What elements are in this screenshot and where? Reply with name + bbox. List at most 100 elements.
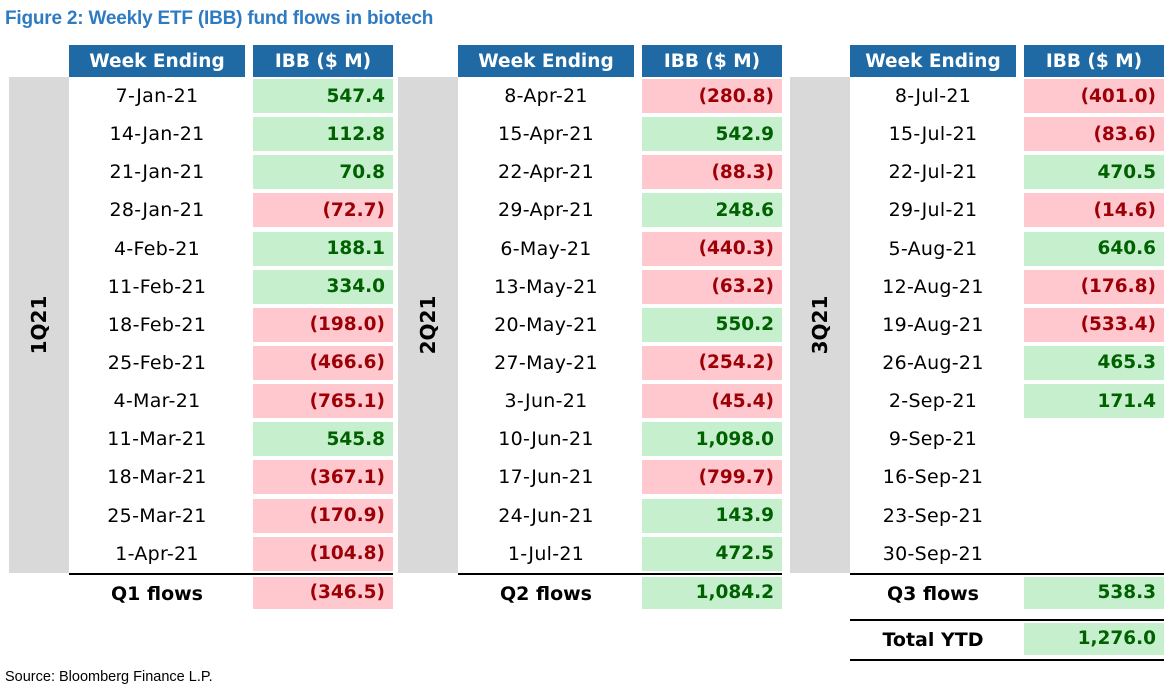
header-ibb: IBB ($ M) [253, 45, 393, 77]
week-ending-cell: 18-Feb-21 [107, 313, 207, 336]
summary-top-border [850, 618, 1164, 621]
ibb-flow-cell: 465.3 [1024, 345, 1164, 380]
ibb-flow-cell: 70.8 [253, 155, 393, 190]
quarter-label-column: 3Q21 [790, 77, 850, 573]
week-ending-cell: 28-Jan-21 [109, 199, 205, 222]
summary-value: (346.5) [253, 576, 393, 609]
total-bottom-border [850, 658, 1164, 661]
week-ending-cell: 17-Jun-21 [498, 466, 594, 489]
week-ending-cell: 12-Aug-21 [882, 275, 984, 298]
quarter-label: 3Q21 [808, 295, 832, 355]
ibb-flow-cell: (401.0) [1024, 79, 1164, 113]
week-ending-cell: 14-Jan-21 [109, 123, 205, 146]
week-ending-cell: 4-Mar-21 [113, 390, 201, 413]
ibb-flow-cell: (799.7) [642, 460, 782, 495]
summary-top-border [69, 572, 393, 575]
week-ending-cell: 25-Feb-21 [107, 352, 207, 375]
ibb-flow-cell: 470.5 [1024, 155, 1164, 190]
week-ending-cell: 3-Jun-21 [504, 390, 588, 413]
week-ending-cell: 18-Mar-21 [107, 466, 207, 489]
ibb-flow-cell: 542.9 [642, 117, 782, 152]
ibb-flow-cell: (104.8) [253, 536, 393, 571]
ibb-flow-cell: (440.3) [642, 231, 782, 266]
summary-label: Total YTD [882, 628, 984, 651]
ibb-flow-cell: (466.6) [253, 345, 393, 380]
summary-top-border [458, 572, 782, 575]
ibb-flow-cell: 1,098.0 [642, 422, 782, 457]
week-ending-cell: 2-Sep-21 [888, 390, 978, 413]
quarter-label: 1Q21 [27, 295, 51, 355]
summary-label: Q1 flows [111, 582, 203, 605]
ibb-flow-cell: 143.9 [642, 498, 782, 533]
ibb-flow-cell: 171.4 [1024, 384, 1164, 419]
ibb-flow-cell: (280.8) [642, 79, 782, 113]
ibb-flow-cell: (533.4) [1024, 307, 1164, 342]
week-ending-cell: 11-Feb-21 [107, 275, 207, 298]
ibb-flow-cell [1024, 422, 1164, 456]
ibb-flow-cell: (83.6) [1024, 117, 1164, 152]
ibb-flow-cell: (198.0) [253, 307, 393, 342]
source-note: Source: Bloomberg Finance L.P. [5, 669, 213, 685]
header-week-ending: Week Ending [850, 45, 1016, 77]
quarter-label-column: 2Q21 [398, 77, 458, 573]
figure-title: Figure 2: Weekly ETF (IBB) fund flows in… [5, 8, 434, 29]
summary-value: 538.3 [1024, 576, 1164, 609]
ibb-flow-cell: (72.7) [253, 193, 393, 228]
week-ending-cell: 11-Mar-21 [107, 428, 207, 451]
ibb-flow-cell: (367.1) [253, 460, 393, 495]
week-ending-cell: 5-Aug-21 [888, 237, 978, 260]
week-ending-cell: 22-Apr-21 [497, 161, 594, 184]
header-week-ending: Week Ending [458, 45, 634, 77]
summary-label: Q3 flows [887, 582, 979, 605]
ibb-flow-cell: 550.2 [642, 307, 782, 342]
week-ending-cell: 8-Jul-21 [894, 85, 972, 108]
ibb-flow-cell: (88.3) [642, 155, 782, 190]
week-ending-cell: 8-Apr-21 [504, 85, 588, 108]
summary-top-border [850, 572, 1164, 575]
week-ending-cell: 23-Sep-21 [882, 504, 984, 527]
week-ending-cell: 29-Jul-21 [888, 199, 978, 222]
week-ending-cell: 19-Aug-21 [882, 313, 984, 336]
week-ending-cell: 24-Jun-21 [498, 504, 594, 527]
ibb-flow-cell: (170.9) [253, 498, 393, 533]
ibb-flow-cell: 112.8 [253, 117, 393, 152]
week-ending-cell: 15-Jul-21 [888, 123, 978, 146]
summary-value: 1,276.0 [1024, 622, 1164, 655]
week-ending-cell: 10-Jun-21 [498, 428, 594, 451]
week-ending-cell: 20-May-21 [494, 313, 598, 336]
ibb-flow-cell: 472.5 [642, 536, 782, 571]
week-ending-cell: 1-Apr-21 [115, 542, 199, 565]
ibb-flow-cell: (254.2) [642, 345, 782, 380]
week-ending-cell: 7-Jan-21 [115, 85, 199, 108]
ibb-flow-cell [1024, 499, 1164, 533]
week-ending-cell: 25-Mar-21 [107, 504, 207, 527]
ibb-flow-cell: 248.6 [642, 193, 782, 228]
quarter-label: 2Q21 [416, 295, 440, 355]
week-ending-cell: 27-May-21 [494, 352, 598, 375]
week-ending-cell: 15-Apr-21 [497, 123, 594, 146]
week-ending-cell: 9-Sep-21 [888, 428, 978, 451]
ibb-flow-cell: (14.6) [1024, 193, 1164, 228]
ibb-flow-cell: (176.8) [1024, 269, 1164, 304]
summary-label: Q2 flows [500, 582, 592, 605]
week-ending-cell: 21-Jan-21 [109, 161, 205, 184]
header-week-ending: Week Ending [69, 45, 245, 77]
week-ending-cell: 16-Sep-21 [882, 466, 984, 489]
week-ending-cell: 13-May-21 [494, 275, 598, 298]
ibb-flow-cell: (63.2) [642, 269, 782, 304]
ibb-flow-cell: 188.1 [253, 231, 393, 266]
ibb-flow-cell: (765.1) [253, 384, 393, 419]
week-ending-cell: 30-Sep-21 [882, 542, 984, 565]
week-ending-cell: 22-Jul-21 [888, 161, 978, 184]
week-ending-cell: 26-Aug-21 [882, 352, 984, 375]
ibb-flow-cell: 640.6 [1024, 231, 1164, 266]
week-ending-cell: 4-Feb-21 [113, 237, 201, 260]
ibb-flow-cell [1024, 537, 1164, 571]
ibb-flow-cell: 547.4 [253, 79, 393, 113]
summary-value: 1,084.2 [642, 576, 782, 609]
week-ending-cell: 6-May-21 [500, 237, 592, 260]
ibb-flow-cell: (45.4) [642, 384, 782, 419]
week-ending-cell: 29-Apr-21 [497, 199, 594, 222]
ibb-flow-cell: 334.0 [253, 269, 393, 304]
quarter-label-column: 1Q21 [9, 77, 69, 573]
